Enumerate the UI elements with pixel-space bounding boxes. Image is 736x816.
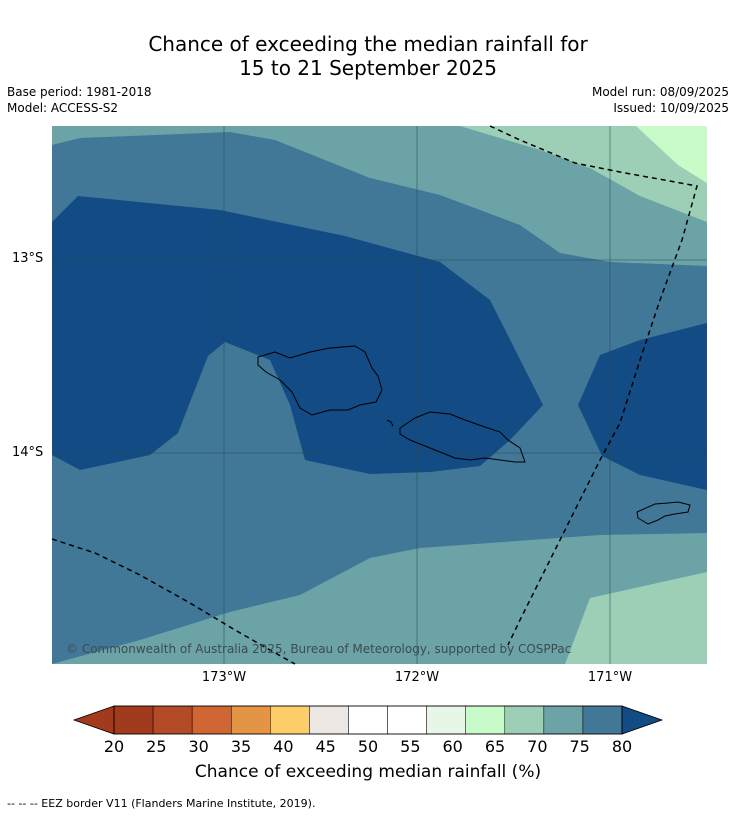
colorbar-label: Chance of exceeding median rainfall (%) <box>194 762 542 782</box>
colorbar <box>72 705 664 735</box>
colorbar-segment-6 <box>348 705 388 735</box>
colorbar-tick-35: 35 <box>230 737 252 756</box>
colorbar-segment-10 <box>504 705 545 735</box>
tutuila-island <box>636 501 691 525</box>
colorbar-tick-25: 25 <box>146 737 167 756</box>
colorbar-tick-80: 80 <box>611 737 633 756</box>
contour-80-plus-west <box>52 196 543 474</box>
colorbar-frame <box>113 705 623 735</box>
colorbar-segment-7 <box>387 705 427 735</box>
colorbar-under-arrow <box>72 705 115 735</box>
map-title-line2: 15 to 21 September 2025 <box>239 56 497 80</box>
colorbar-segment-2 <box>191 705 232 735</box>
model-name: Model: ACCESS-S2 <box>7 101 119 115</box>
colorbar-tick-75: 75 <box>569 737 590 756</box>
lon-label-171w: 171°W <box>587 670 633 685</box>
colorbar-segment-0 <box>113 705 154 735</box>
lat-label-14s: 14°S <box>12 445 44 460</box>
colorbar-segment-11 <box>543 705 584 735</box>
colorbar-segment-1 <box>152 705 193 735</box>
upolu-island <box>399 411 526 463</box>
lat-label-13s: 13°S <box>12 251 44 266</box>
contour-65-70-upper <box>460 126 707 222</box>
colorbar-tick-70: 70 <box>527 737 548 756</box>
colorbar-tick-40: 40 <box>273 737 294 756</box>
colorbar-segment-8 <box>426 705 466 735</box>
colorbar-segment-9 <box>465 705 506 735</box>
colorbar-tick-55: 55 <box>400 737 421 756</box>
manono-island <box>386 419 394 427</box>
colorbar-tick-60: 60 <box>442 737 463 756</box>
model-run: Model run: 08/09/2025 <box>591 85 729 99</box>
colorbar-tick-45: 45 <box>315 737 336 756</box>
colorbar-segment-4 <box>270 705 310 735</box>
graticule <box>52 126 707 664</box>
lon-label-172w: 172°W <box>394 670 440 685</box>
copyright-notice: © Commonwealth of Australia 2025, Bureau… <box>66 642 571 656</box>
colorbar-tick-65: 65 <box>484 737 506 756</box>
colorbar-segment-3 <box>230 705 271 735</box>
eez-legend-footer: -- -- -- EEZ border V11 (Flanders Marine… <box>7 797 316 810</box>
map-title-line1: Chance of exceeding the median rainfall … <box>148 32 588 56</box>
colorbar-tick-50: 50 <box>357 737 379 756</box>
contour-60-65-upper <box>636 126 707 183</box>
savaii-island <box>257 345 383 416</box>
island-outlines <box>257 345 691 525</box>
colorbar-over-arrow <box>621 705 664 735</box>
issued-date: Issued: 10/09/2025 <box>613 101 729 115</box>
colorbar-tick-20: 20 <box>103 737 125 756</box>
colorbar-segment-5 <box>309 705 349 735</box>
contour-65-70-lower <box>565 572 707 664</box>
lon-label-173w: 173°W <box>201 670 247 685</box>
base-period: Base period: 1981-2018 <box>7 85 152 99</box>
colorbar-segment-12 <box>582 705 623 735</box>
colorbar-tick-30: 30 <box>188 737 209 756</box>
eez-border <box>51 125 698 665</box>
